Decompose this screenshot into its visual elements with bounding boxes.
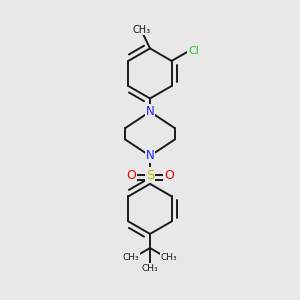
- Text: CH₃: CH₃: [142, 264, 158, 273]
- Text: O: O: [164, 169, 174, 182]
- Text: N: N: [146, 149, 154, 162]
- Text: CH₃: CH₃: [160, 253, 177, 262]
- Text: O: O: [126, 169, 136, 182]
- Text: N: N: [146, 105, 154, 118]
- Text: CH₃: CH₃: [123, 253, 140, 262]
- Text: Cl: Cl: [188, 46, 199, 56]
- Text: CH₃: CH₃: [132, 25, 150, 34]
- Text: S: S: [146, 169, 154, 182]
